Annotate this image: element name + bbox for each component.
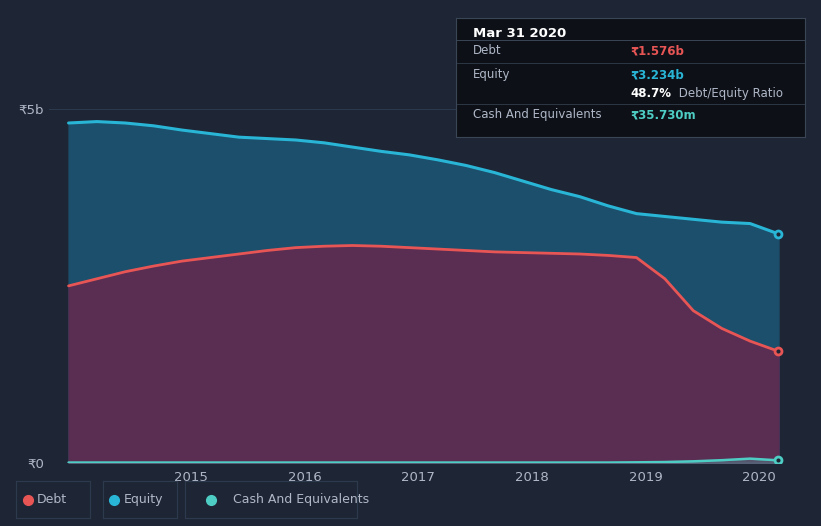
Text: Cash And Equivalents: Cash And Equivalents — [473, 108, 602, 122]
Text: Mar 31 2020: Mar 31 2020 — [473, 27, 566, 39]
Text: ₹35.730m: ₹35.730m — [631, 108, 695, 122]
Text: Debt: Debt — [37, 493, 67, 506]
Text: Debt/Equity Ratio: Debt/Equity Ratio — [676, 87, 783, 100]
Text: ₹1.576b: ₹1.576b — [631, 45, 684, 57]
Text: Cash And Equivalents: Cash And Equivalents — [233, 493, 369, 506]
Text: Equity: Equity — [473, 68, 511, 81]
Text: ₹3.234b: ₹3.234b — [631, 68, 684, 81]
Text: Debt: Debt — [473, 45, 502, 57]
Text: Equity: Equity — [123, 493, 163, 506]
Text: 48.7%: 48.7% — [631, 87, 671, 100]
